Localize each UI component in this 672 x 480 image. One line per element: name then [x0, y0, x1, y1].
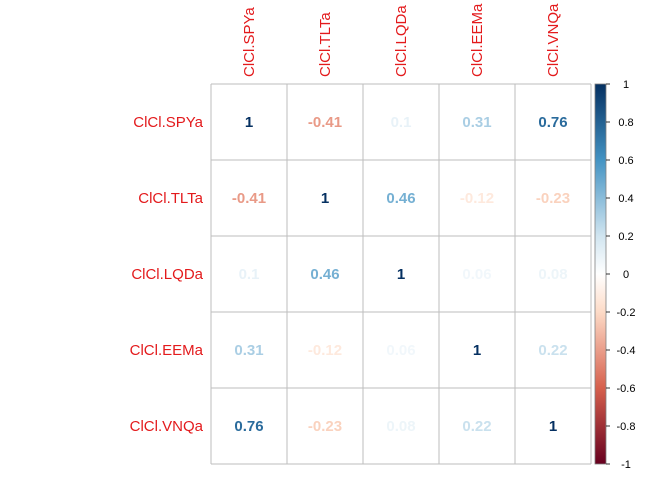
correlation-value-3-3: 1: [473, 342, 481, 359]
colorbar-tick-label: 0.4: [618, 193, 633, 205]
correlation-value-2-4: 0.08: [538, 266, 567, 283]
correlation-value-3-2: 0.06: [386, 342, 415, 359]
correlation-value-2-1: 0.46: [310, 266, 339, 283]
correlation-value-1-1: 1: [321, 190, 329, 207]
correlation-value-1-2: 0.46: [386, 190, 415, 207]
colorbar-tick-label: -1: [621, 459, 631, 471]
correlation-value-3-1: -0.12: [308, 342, 342, 359]
correlation-value-0-1: -0.41: [308, 114, 342, 131]
correlation-value-4-2: 0.08: [386, 418, 415, 435]
correlation-value-0-2: 0.1: [391, 114, 412, 131]
colorbar-tick-label: 0.6: [618, 155, 633, 167]
colorbar-tick-label: 0.8: [618, 117, 633, 129]
colorbar-tick-label: -0.4: [617, 345, 636, 357]
column-label: ClCl.VNQa: [545, 3, 562, 77]
colorbar-tick-label: -0.2: [617, 307, 636, 319]
grid: [210, 83, 592, 465]
correlation-value-3-0: 0.31: [234, 342, 263, 359]
correlation-value-4-4: 1: [549, 418, 557, 435]
colorbar-gradient: [594, 83, 607, 465]
colorbar-legend: 1 0.8 0.6 0.4 0.2 0 -0.2 -0.4 -0.6 -0.8 -1: [594, 79, 636, 471]
colorbar-tick-label: -0.6: [617, 383, 636, 395]
correlation-value-4-0: 0.76: [234, 418, 263, 435]
row-label: ClCl.VNQa: [130, 418, 204, 435]
column-label: ClCl.TLTa: [317, 12, 334, 77]
correlation-value-0-0: 1: [245, 114, 253, 131]
correlation-cells: 1 -0.41 0.1 0.31 0.76 -0.41 1 0.46 -0.12 -0.23 0.1…: [232, 114, 570, 435]
row-label: ClCl.SPYa: [133, 114, 203, 131]
colorbar-tick-label: 0: [623, 269, 629, 281]
correlation-value-2-3: 0.06: [462, 266, 491, 283]
colorbar-tick-label: -0.8: [617, 421, 636, 433]
correlation-value-2-2: 1: [397, 266, 405, 283]
row-label: ClCl.EEMa: [130, 342, 204, 359]
column-label: ClCl.SPYa: [241, 7, 258, 77]
colorbar-tick-label: 1: [623, 79, 629, 91]
correlation-value-0-3: 0.31: [462, 114, 491, 131]
correlation-value-1-0: -0.41: [232, 190, 266, 207]
correlation-value-4-3: 0.22: [462, 418, 491, 435]
column-label: ClCl.EEMa: [469, 3, 486, 77]
correlation-value-4-1: -0.23: [308, 418, 342, 435]
colorbar-tick-label: 0.2: [618, 231, 633, 243]
row-label: ClCl.LQDa: [131, 266, 203, 283]
column-labels: ClCl.SPYa ClCl.TLTa ClCl.LQDa ClCl.EEMa ClCl…: [241, 3, 562, 77]
correlation-value-3-4: 0.22: [538, 342, 567, 359]
correlation-value-1-4: -0.23: [536, 190, 570, 207]
correlation-value-2-0: 0.1: [239, 266, 260, 283]
row-label: ClCl.TLTa: [138, 190, 203, 207]
correlation-value-1-3: -0.12: [460, 190, 494, 207]
correlation-value-0-4: 0.76: [538, 114, 567, 131]
column-label: ClCl.LQDa: [393, 5, 410, 77]
row-labels: ClCl.SPYa ClCl.TLTa ClCl.LQDa ClCl.EEMa ClCl…: [130, 114, 204, 435]
